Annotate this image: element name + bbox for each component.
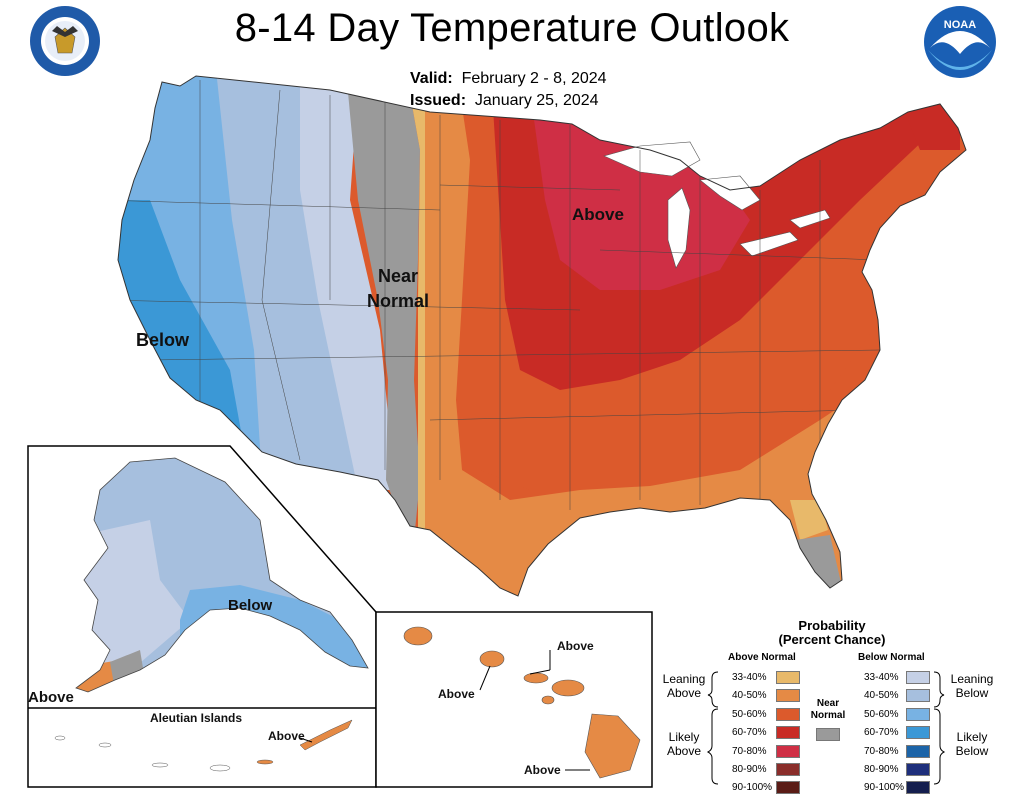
legend-above-bin-label: 40-50% [732,690,767,702]
page-title: 8-14 Day Temperature Outlook [234,6,790,50]
legend-above-swatch [776,726,800,740]
near-normal-label: Near Normal [810,698,846,721]
legend-above-swatch [776,671,800,684]
legend-above-bin-label: 80-90% [732,764,767,775]
legend-below-bin-label: 90-100% [864,782,905,794]
legend-below-swatch [906,671,930,684]
commerce-seal-logo [30,6,100,76]
legend-above-swatch [776,781,800,794]
legend-above-bin-label: 60-70% [732,727,767,739]
leaning-above-label: Leaning Above [662,672,706,700]
legend-title-line1: Probability [798,618,866,633]
hawaii-above-label-top: Above [557,639,594,653]
legend-title-line2: (Percent Chance) [778,632,886,647]
valid-date: February 2 - 8, 2024 [461,70,607,87]
conus-below-label: Below [136,330,190,350]
legend-below-bin-label: 80-90% [864,764,899,775]
hawaii-above-label-left: Above [438,687,475,701]
near-normal-swatch [816,728,840,741]
legend-below-header: Below Normal [858,652,925,663]
valid-issued-block: Valid: February 2 - 8, 2024 Issued: Janu… [410,68,607,112]
legend-below-bin-label: 60-70% [864,727,899,739]
legend-below-bin-label: 40-50% [864,690,899,702]
legend-below-bin-label: 70-80% [864,745,899,757]
svg-text:NOAA: NOAA [944,19,976,31]
conus-near-label-line2: Normal [367,291,429,311]
issued-date: January 25, 2024 [474,92,599,109]
legend-above-bin-label: 70-80% [732,745,767,757]
aleutian-islands [54,719,353,772]
aleutian-title: Aleutian Islands [150,711,242,725]
legend-above-bin-label: 33-40% [732,672,767,683]
legend-below-swatch [906,763,930,776]
legend-below-bin-label: 50-60% [864,708,899,720]
legend-below-swatch [906,726,930,740]
legend-below-swatch [906,744,930,758]
aleutian-above-label: Above [268,729,305,743]
noaa-logo: NOAA [924,6,996,78]
conus-near-label-line1: Near [378,266,418,286]
hawaii-above-label-bottom: Above [524,763,561,777]
legend-below-swatch [906,707,930,721]
valid-label: Valid: [410,70,453,87]
legend-below-swatch [906,689,930,703]
hawaii-islands [403,626,641,779]
legend-above-swatch [776,744,800,758]
legend-above-swatch [776,707,800,721]
conus-above-label: Above [572,205,624,224]
issued-label: Issued: [410,92,467,109]
legend-above-bin-label: 50-60% [732,708,767,720]
legend-above-swatch [776,689,800,703]
alaska-above-label: Above [28,689,74,706]
legend-below-swatch [906,781,930,794]
leaning-below-label: Leaning Below [950,672,994,700]
legend-above-header: Above Normal [728,652,796,663]
legend-above-swatch [776,763,800,776]
likely-below-label: Likely Below [955,730,989,758]
legend-above-bin-label: 90-100% [732,782,773,794]
probability-legend: Probability (Percent Chance) Above Norma… [652,612,1024,794]
likely-above-label: Likely Above [666,730,702,758]
alaska-below-label: Below [228,597,273,614]
legend-below-bin-label: 33-40% [864,672,899,683]
legend-braces [706,671,946,785]
